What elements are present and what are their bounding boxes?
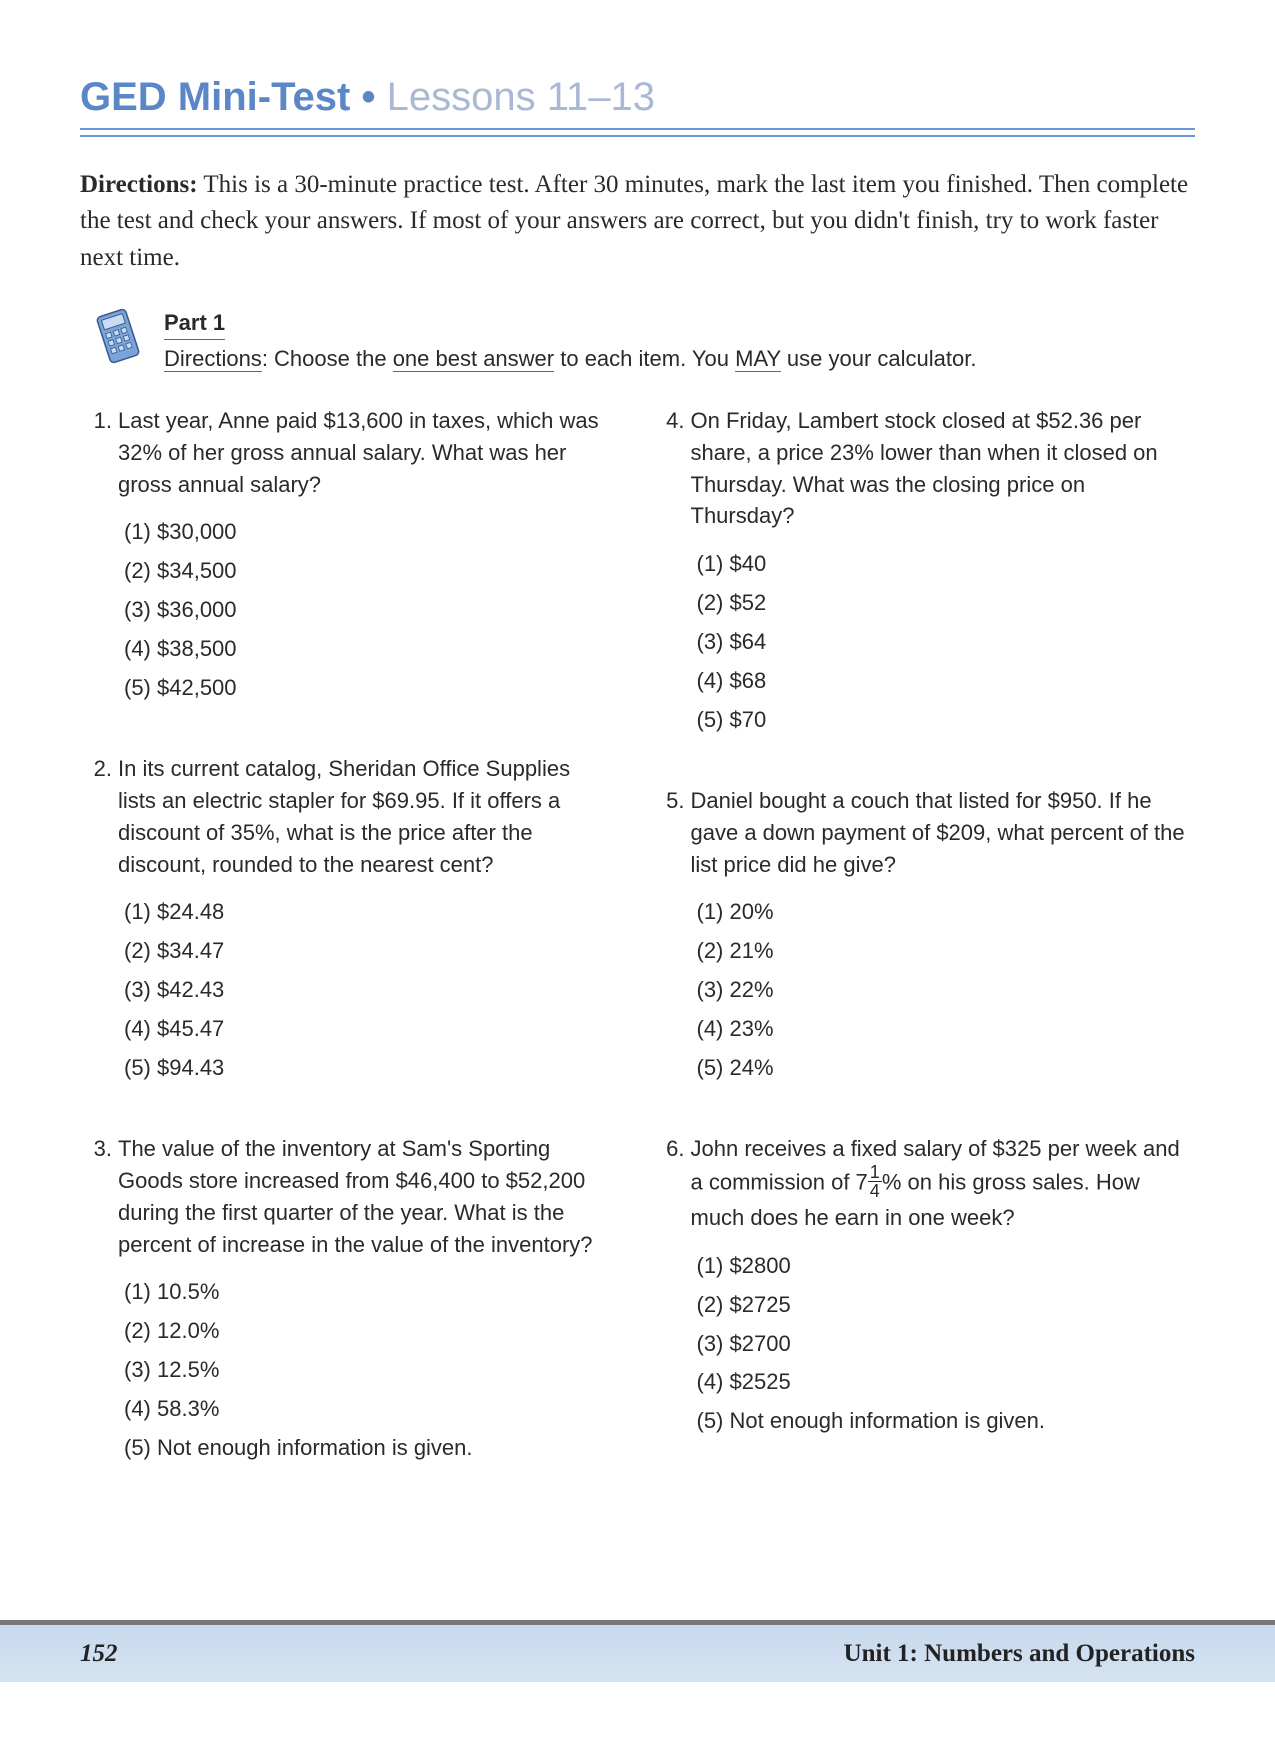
choice-item: (5) $94.43: [124, 1052, 613, 1084]
part1-text-before: : Choose the: [262, 346, 393, 371]
question-text: Last year, Anne paid $13,600 in taxes, w…: [118, 405, 613, 501]
question: 3.The value of the inventory at Sam's Sp…: [90, 1133, 613, 1471]
question-number: 3.: [90, 1133, 118, 1471]
choice-item: (4) $68: [697, 665, 1186, 697]
choice-item: (2) $2725: [697, 1289, 1186, 1321]
choice-item: (3) 12.5%: [124, 1354, 613, 1386]
part1-underline1: one best answer: [393, 346, 554, 372]
question-columns: 1.Last year, Anne paid $13,600 in taxes,…: [80, 405, 1195, 1513]
directions-block: Directions: This is a 30-minute practice…: [80, 167, 1195, 276]
page-footer: 152 Unit 1: Numbers and Operations: [0, 1620, 1275, 1682]
question: 6.John receives a fixed salary of $325 p…: [663, 1133, 1186, 1444]
question-body: Last year, Anne paid $13,600 in taxes, w…: [118, 405, 613, 711]
choice-item: (5) Not enough information is given.: [124, 1432, 613, 1464]
part1-text-mid: to each item. You: [554, 346, 735, 371]
question-body: In its current catalog, Sheridan Office …: [118, 753, 613, 1091]
choice-item: (2) $34,500: [124, 555, 613, 587]
choice-item: (3) $36,000: [124, 594, 613, 626]
question-number: 2.: [90, 753, 118, 1091]
question-text: On Friday, Lambert stock closed at $52.3…: [691, 405, 1186, 533]
question: 2.In its current catalog, Sheridan Offic…: [90, 753, 613, 1091]
part1-block: Part 1 Directions: Choose the one best a…: [80, 306, 1195, 375]
header-rule: [80, 128, 1195, 137]
question-text: In its current catalog, Sheridan Office …: [118, 753, 613, 881]
question-body: Daniel bought a couch that listed for $9…: [691, 785, 1186, 1091]
left-column: 1.Last year, Anne paid $13,600 in taxes,…: [90, 405, 613, 1513]
title-bold: GED Mini-Test: [80, 75, 350, 119]
choice-item: (1) $2800: [697, 1250, 1186, 1282]
calculator-icon: [90, 306, 146, 366]
question-body: On Friday, Lambert stock closed at $52.3…: [691, 405, 1186, 743]
page-title: GED Mini-Test • Lessons 11–13: [80, 75, 1195, 120]
question-text: Daniel bought a couch that listed for $9…: [691, 785, 1186, 881]
directions-label: Directions:: [80, 171, 198, 198]
choice-item: (2) $34.47: [124, 935, 613, 967]
choice-item: (3) $2700: [697, 1328, 1186, 1360]
choice-item: (1) 20%: [697, 896, 1186, 928]
page-number: 152: [80, 1640, 118, 1668]
question-body: John receives a fixed salary of $325 per…: [691, 1133, 1186, 1444]
choice-item: (1) 10.5%: [124, 1276, 613, 1308]
choice-item: (2) 21%: [697, 935, 1186, 967]
title-subtitle: Lessons 11–13: [387, 75, 655, 119]
choice-item: (4) 58.3%: [124, 1393, 613, 1425]
question-text: John receives a fixed salary of $325 per…: [691, 1133, 1186, 1234]
question-number: 4.: [663, 405, 691, 743]
choice-item: (3) $64: [697, 626, 1186, 658]
choice-item: (3) $42.43: [124, 974, 613, 1006]
choice-list: (1) $40 (2) $52 (3) $64 (4) $68 (5) $70: [691, 548, 1186, 735]
choice-list: (1) $2800 (2) $2725 (3) $2700 (4) $2525 (5) …: [691, 1250, 1186, 1437]
question: 1.Last year, Anne paid $13,600 in taxes,…: [90, 405, 613, 711]
choice-item: (2) $52: [697, 587, 1186, 619]
directions-text: This is a 30-minute practice test. After…: [80, 171, 1188, 271]
choice-item: (5) $70: [697, 704, 1186, 736]
choice-item: (1) $30,000: [124, 516, 613, 548]
choice-list: (1) 10.5% (2) 12.0% (3) 12.5% (4) 58.3% (5) …: [118, 1276, 613, 1463]
question-body: The value of the inventory at Sam's Spor…: [118, 1133, 613, 1471]
right-column: 4.On Friday, Lambert stock closed at $52…: [663, 405, 1186, 1513]
part1-text-after: use your calculator.: [781, 346, 977, 371]
choice-item: (5) 24%: [697, 1052, 1186, 1084]
choice-list: (1) $24.48 (2) $34.47 (3) $42.43 (4) $45.47…: [118, 896, 613, 1083]
unit-label: Unit 1: Numbers and Operations: [844, 1640, 1195, 1668]
question: 5.Daniel bought a couch that listed for …: [663, 785, 1186, 1091]
choice-item: (4) $38,500: [124, 633, 613, 665]
part1-underline2: MAY: [735, 346, 781, 372]
choice-item: (1) $40: [697, 548, 1186, 580]
choice-list: (1) $30,000 (2) $34,500 (3) $36,000 (4) $38…: [118, 516, 613, 703]
choice-item: (1) $24.48: [124, 896, 613, 928]
choice-list: (1) 20% (2) 21% (3) 22% (4) 23% (5) 24%: [691, 896, 1186, 1083]
choice-item: (4) 23%: [697, 1013, 1186, 1045]
question-text: The value of the inventory at Sam's Spor…: [118, 1133, 613, 1261]
part1-text: Part 1 Directions: Choose the one best a…: [164, 306, 976, 375]
part1-label: Part 1: [164, 306, 225, 340]
choice-item: (2) 12.0%: [124, 1315, 613, 1347]
question-number: 6.: [663, 1133, 691, 1444]
title-dot: •: [350, 75, 386, 119]
choice-item: (3) 22%: [697, 974, 1186, 1006]
choice-item: (5) Not enough information is given.: [697, 1405, 1186, 1437]
choice-item: (5) $42,500: [124, 672, 613, 704]
fraction: 14: [868, 1163, 882, 1200]
choice-item: (4) $2525: [697, 1366, 1186, 1398]
question-number: 5.: [663, 785, 691, 1091]
question: 4.On Friday, Lambert stock closed at $52…: [663, 405, 1186, 743]
part1-directions-label: Directions: [164, 346, 262, 372]
question-number: 1.: [90, 405, 118, 711]
choice-item: (4) $45.47: [124, 1013, 613, 1045]
